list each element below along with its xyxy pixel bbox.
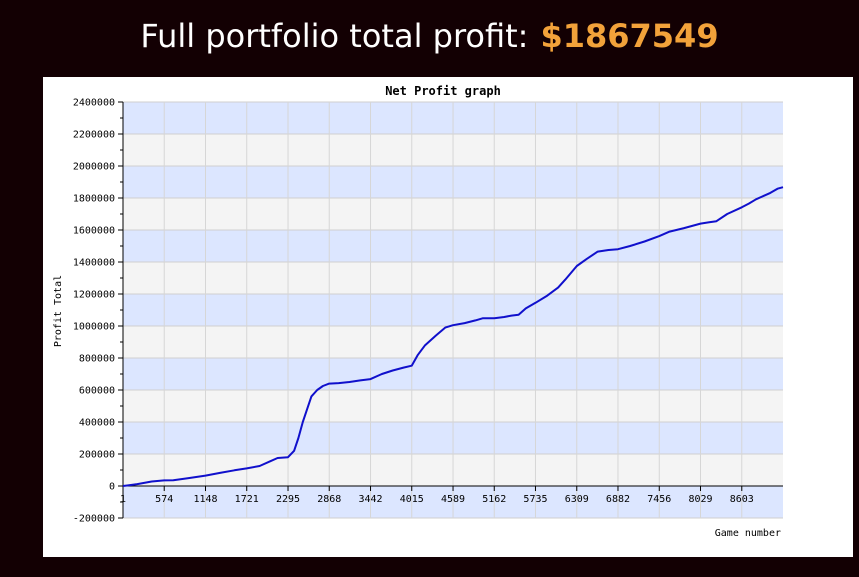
x-tick-label: 8029 bbox=[688, 494, 712, 505]
chart-title: Net Profit graph bbox=[385, 84, 501, 98]
x-tick-label: 4015 bbox=[400, 494, 424, 505]
chart-panel: Net Profit graph -200000 0 200000 400000 600… bbox=[43, 77, 853, 557]
header-label: Full portfolio total profit: bbox=[140, 17, 529, 55]
y-axis-label: Profit Total bbox=[53, 275, 64, 347]
y-tick-label: 1600000 bbox=[73, 226, 115, 237]
y-tick-label: -200000 bbox=[73, 514, 115, 525]
y-tick-label: 600000 bbox=[79, 386, 115, 397]
x-tick-label: 2868 bbox=[317, 494, 341, 505]
x-tick-label: 574 bbox=[155, 494, 173, 505]
y-tick-label: 1200000 bbox=[73, 290, 115, 301]
x-tick-label: 4589 bbox=[441, 494, 465, 505]
y-tick-label: 800000 bbox=[79, 354, 115, 365]
x-tick-label: 6309 bbox=[565, 494, 589, 505]
x-tick-label: 5735 bbox=[523, 494, 547, 505]
x-axis-ticks: 1 574 1148 1721 2295 2868 3442 4015 4589 5162 5735… bbox=[120, 486, 754, 505]
x-tick-label: 5162 bbox=[482, 494, 506, 505]
y-tick-label: 2000000 bbox=[73, 162, 115, 173]
x-tick-label: 1148 bbox=[193, 494, 217, 505]
x-tick-label: 6882 bbox=[606, 494, 630, 505]
y-tick-label: 400000 bbox=[79, 418, 115, 429]
y-tick-label: 200000 bbox=[79, 450, 115, 461]
x-tick-label: 8603 bbox=[730, 494, 754, 505]
y-tick-label: 1400000 bbox=[73, 258, 115, 269]
y-tick-label: 2400000 bbox=[73, 98, 115, 109]
x-tick-label: 2295 bbox=[276, 494, 300, 505]
y-tick-label: 1000000 bbox=[73, 322, 115, 333]
total-profit-amount: $1867549 bbox=[540, 17, 719, 55]
portfolio-profit-header: Full portfolio total profit: $1867549 bbox=[0, 0, 859, 72]
net-profit-line bbox=[122, 186, 784, 487]
y-axis-ticks: -200000 0 200000 400000 600000 800000 1000000 1… bbox=[73, 98, 123, 525]
x-tick-label: 1721 bbox=[235, 494, 259, 505]
x-tick-label: 1 bbox=[120, 494, 126, 505]
y-tick-label: 0 bbox=[109, 482, 115, 493]
y-tick-label: 1800000 bbox=[73, 194, 115, 205]
x-tick-label: 3442 bbox=[358, 494, 382, 505]
net-profit-chart: Net Profit graph -200000 0 200000 400000 600… bbox=[53, 84, 784, 539]
y-tick-label: 2200000 bbox=[73, 130, 115, 141]
x-axis-label: Game number bbox=[715, 528, 781, 539]
x-tick-label: 7456 bbox=[647, 494, 671, 505]
